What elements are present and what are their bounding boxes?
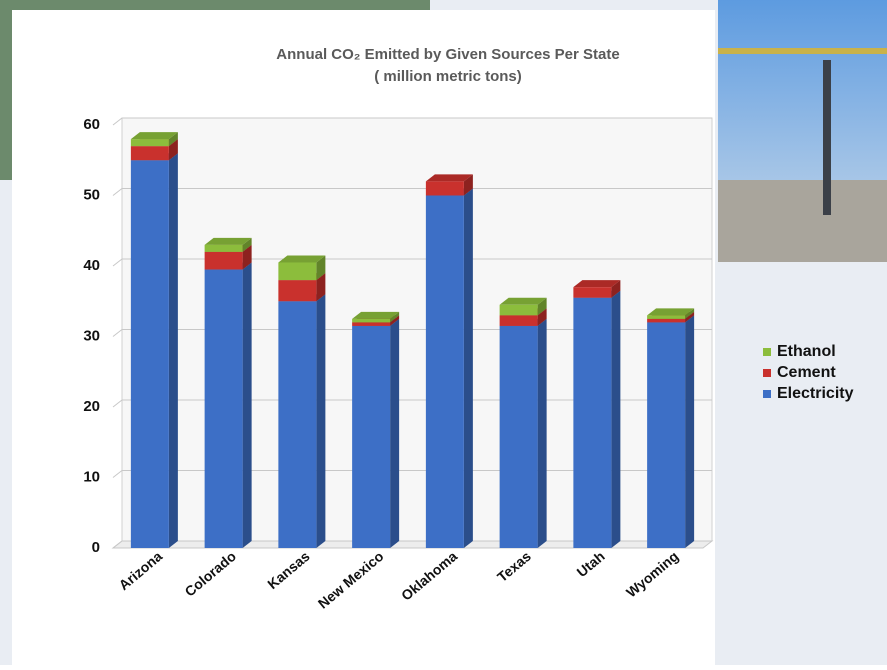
bar-top — [425, 174, 473, 182]
bar-side — [168, 132, 178, 147]
bar-segment — [573, 287, 612, 298]
y-tick-label: 0 — [92, 539, 100, 556]
bar-segment — [499, 325, 538, 548]
bar-side — [168, 139, 178, 161]
bar-side — [537, 308, 547, 326]
legend-swatch — [763, 348, 771, 356]
bar-side — [242, 237, 252, 252]
site-ground — [718, 180, 887, 262]
site-pole — [823, 60, 831, 215]
bar-segment — [204, 269, 243, 548]
bar-side — [242, 244, 252, 270]
grid-line — [112, 117, 712, 126]
bar-top — [278, 255, 326, 263]
bar-top — [647, 308, 695, 316]
legend-label: Ethanol — [777, 343, 836, 360]
bar-side — [168, 153, 178, 548]
bar-segment — [130, 146, 169, 161]
bar-segment — [130, 139, 169, 147]
chart-title: Annual CO₂ Emitted by Given Sources Per … — [276, 46, 619, 63]
y-tick-label: 10 — [83, 468, 100, 485]
bar-segment — [499, 304, 538, 316]
bar-segment — [352, 322, 391, 326]
floor — [111, 540, 714, 549]
bar-side — [316, 294, 326, 548]
bar-segment — [278, 262, 317, 281]
bar-side — [611, 280, 621, 298]
bar-segment — [352, 325, 391, 548]
bar-side — [316, 255, 326, 281]
bar-top — [352, 311, 400, 319]
legend-swatch — [763, 369, 771, 377]
bar-segment — [647, 322, 686, 548]
y-tick-label: 40 — [83, 257, 100, 274]
bar-side — [316, 273, 326, 302]
y-tick-label: 50 — [83, 186, 100, 203]
grid-line — [112, 258, 712, 267]
bar-segment — [130, 160, 169, 548]
grid-line — [112, 188, 712, 196]
bar-side — [390, 311, 400, 323]
bar-side — [685, 311, 695, 323]
bar-segment — [647, 315, 686, 319]
legend-swatch — [763, 390, 771, 398]
bar-segment — [204, 244, 243, 252]
bar-top — [130, 132, 178, 140]
y-tick-label: 30 — [83, 327, 100, 344]
bar-side — [537, 297, 547, 316]
legend-label: Electricity — [777, 385, 854, 402]
bar-segment — [647, 318, 686, 323]
bar-top — [573, 280, 621, 288]
legend-label: Cement — [777, 364, 836, 381]
bar-segment — [352, 318, 391, 323]
bar-segment — [278, 301, 317, 548]
bar-side — [537, 318, 547, 548]
bar-segment — [499, 315, 538, 326]
bar-segment — [573, 297, 612, 548]
bar-top — [204, 237, 252, 245]
bar-top — [499, 297, 547, 305]
bar-side — [611, 290, 621, 548]
site-pipe — [718, 48, 887, 54]
bar-segment — [204, 251, 243, 270]
y-tick-label: 60 — [83, 116, 100, 133]
bar-segment — [278, 280, 317, 302]
bar-segment — [425, 181, 464, 196]
chart-subtitle: ( million metric tons) — [374, 68, 522, 85]
bar-side — [463, 174, 473, 196]
bar-side — [685, 308, 695, 319]
bar-segment — [425, 195, 464, 548]
bar-side — [463, 188, 473, 548]
bar-side — [390, 318, 400, 548]
bar-side — [242, 262, 252, 548]
bar-side — [390, 315, 400, 326]
y-tick-label: 20 — [83, 398, 100, 415]
bar-side — [685, 315, 695, 548]
